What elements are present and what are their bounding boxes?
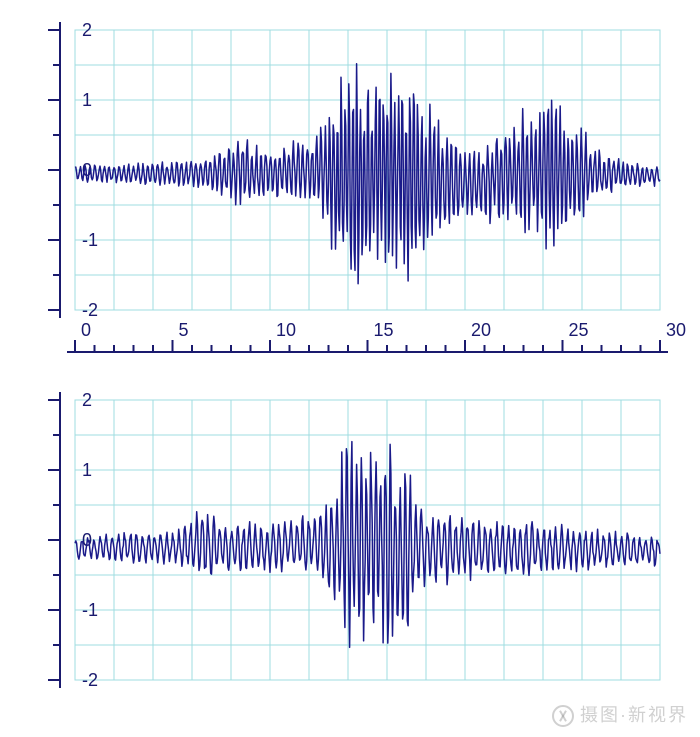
- y-tick-label: -2: [82, 670, 98, 690]
- x-tick-label: 25: [569, 320, 589, 340]
- x-tick-label: 15: [374, 320, 394, 340]
- y-tick-label: 2: [82, 390, 92, 410]
- x-tick-label: 0: [81, 320, 91, 340]
- y-tick-label: 2: [82, 20, 92, 40]
- y-tick-label: 1: [82, 90, 92, 110]
- seismogram-trace: [75, 64, 660, 284]
- x-tick-label: 5: [179, 320, 189, 340]
- y-tick-label: -1: [82, 230, 98, 250]
- y-tick-label: 1: [82, 460, 92, 480]
- x-tick-label: 20: [471, 320, 491, 340]
- seismogram-trace: [75, 442, 660, 648]
- seismogram-svg: -2-1012051015202530-2-1012: [0, 0, 700, 737]
- seismogram-figure: { "figure": { "width": 700, "height": 73…: [0, 0, 700, 737]
- y-tick-label: -1: [82, 600, 98, 620]
- x-tick-label: 10: [276, 320, 296, 340]
- x-tick-label: 30: [666, 320, 686, 340]
- y-tick-label: -2: [82, 300, 98, 320]
